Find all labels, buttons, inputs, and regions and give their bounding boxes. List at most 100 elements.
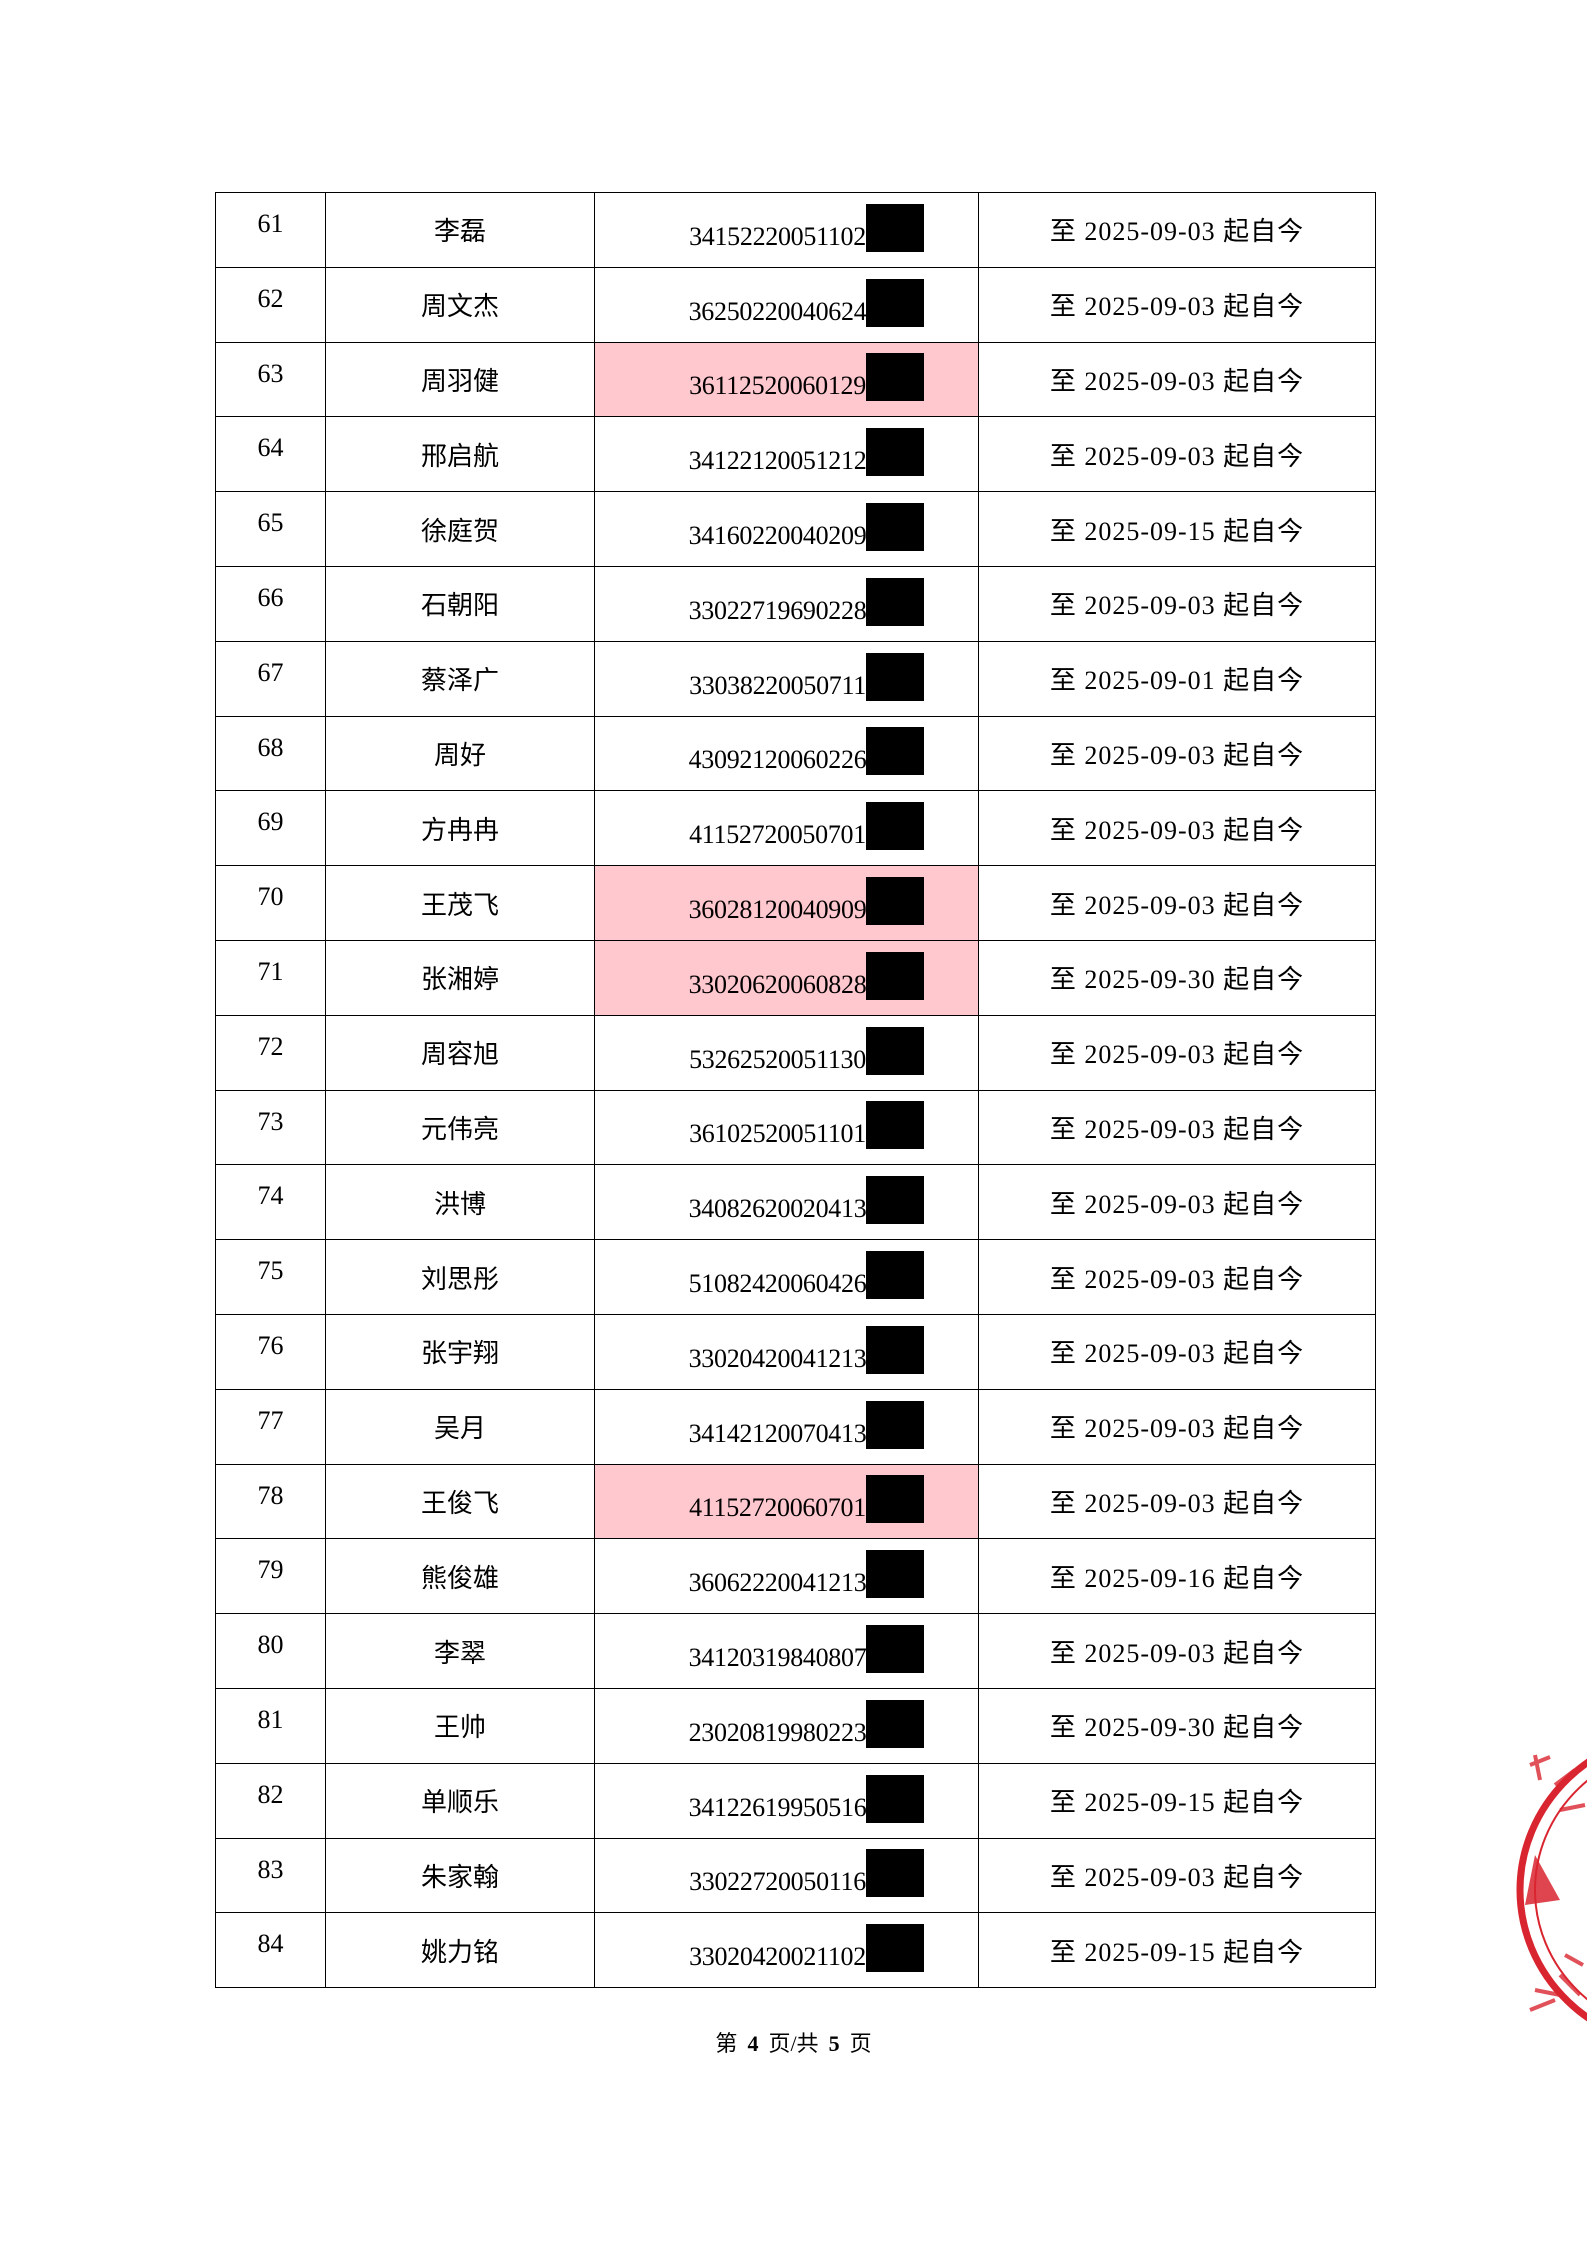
period-text: 至 2025-09-15 起自今	[1049, 1937, 1305, 1967]
period-cell: 至 2025-09-15 起自今	[978, 491, 1376, 567]
table-row: 65 徐庭贺 34160220040209 至 2025-09-15 起自今	[215, 491, 1376, 567]
id-number: 36112520060129	[689, 371, 866, 401]
footer-prefix: 第	[715, 2031, 738, 2056]
table-row: 67 蔡泽广 33038220050711 至 2025-09-01 起自今	[215, 640, 1376, 717]
redaction-box	[865, 802, 924, 851]
row-number: 63	[215, 341, 326, 418]
id-number: 36250220040624	[688, 296, 867, 326]
redaction-box	[865, 1924, 924, 1973]
page-footer: 第 4 页/共 5 页	[0, 2026, 1587, 2058]
id-number: 34082620020413	[688, 1194, 867, 1224]
id-number-cell: 33022719690228	[594, 565, 979, 642]
person-name: 周羽健	[325, 341, 595, 418]
period-cell: 至 2025-09-03 起自今	[978, 865, 1376, 941]
id-number-cell: 23020819980223	[594, 1687, 979, 1764]
row-number: 73	[215, 1089, 326, 1166]
row-number: 83	[215, 1837, 326, 1914]
row-number: 84	[215, 1912, 326, 1989]
person-name: 姚力铭	[325, 1912, 595, 1989]
row-number: 65	[215, 491, 326, 567]
redaction-box	[866, 1176, 925, 1225]
period-text: 至 2025-09-03 起自今	[1049, 1114, 1305, 1144]
period-text: 至 2025-09-03 起自今	[1049, 217, 1305, 247]
redaction-box	[865, 1101, 924, 1150]
id-number: 33022719690228	[688, 595, 867, 625]
person-name: 熊俊雄	[325, 1538, 595, 1615]
period-text: 至 2025-09-03 起自今	[1049, 1414, 1305, 1444]
period-text: 至 2025-09-03 起自今	[1049, 740, 1305, 770]
id-number: 34120319840807	[688, 1643, 867, 1673]
table-row: 83 朱家翰 33022720050116 至 2025-09-03 起自今	[215, 1837, 1376, 1914]
person-name: 刘思彤	[325, 1239, 595, 1315]
period-text: 至 2025-09-03 起自今	[1049, 890, 1305, 920]
id-number-cell: 34120319840807	[594, 1613, 979, 1689]
period-cell: 至 2025-09-30 起自今	[978, 1687, 1376, 1764]
footer-page-number: 4	[747, 2031, 759, 2056]
id-number: 33020420021102	[689, 1942, 866, 1972]
table-row: 74 洪博 34082620020413 至 2025-09-03 起自今	[215, 1164, 1376, 1241]
table-row: 72 周容旭 53262520051130 至 2025-09-03 起自今	[215, 1014, 1376, 1091]
row-number: 67	[215, 640, 326, 717]
id-number: 51082420060426	[688, 1269, 867, 1299]
row-number: 78	[215, 1463, 326, 1540]
period-cell: 至 2025-09-03 起自今	[978, 1164, 1376, 1241]
period-cell: 至 2025-09-03 起自今	[978, 1837, 1376, 1914]
id-number-cell: 34152220051102	[594, 192, 979, 268]
person-name: 方冉冉	[325, 790, 595, 867]
row-number: 77	[215, 1388, 326, 1465]
period-text: 至 2025-09-16 起自今	[1049, 1563, 1305, 1593]
period-text: 至 2025-09-03 起自今	[1049, 815, 1305, 845]
id-number: 34152220051102	[689, 221, 866, 251]
person-name: 周文杰	[325, 266, 595, 343]
period-cell: 至 2025-09-03 起自今	[978, 1388, 1376, 1465]
redaction-box	[865, 1026, 924, 1075]
table-row: 66 石朝阳 33022719690228 至 2025-09-03 起自今	[215, 565, 1376, 642]
table-row: 63 周羽健 36112520060129 至 2025-09-03 起自今	[215, 341, 1376, 418]
period-cell: 至 2025-09-03 起自今	[978, 1014, 1376, 1091]
period-cell: 至 2025-09-01 起自今	[978, 640, 1376, 717]
table-row: 62 周文杰 36250220040624 至 2025-09-03 起自今	[215, 266, 1376, 343]
table-row: 79 熊俊雄 36062220041213 至 2025-09-16 起自今	[215, 1538, 1376, 1615]
period-text: 至 2025-09-03 起自今	[1049, 1189, 1305, 1219]
id-number-cell: 41152720050701	[594, 790, 979, 867]
table-row: 61 李磊 34152220051102 至 2025-09-03 起自今	[215, 192, 1376, 268]
redaction-box	[866, 278, 925, 327]
row-number: 68	[215, 715, 326, 792]
person-name: 邢启航	[325, 416, 595, 493]
person-name: 元伟亮	[325, 1089, 595, 1166]
redaction-box	[865, 203, 924, 252]
row-number: 71	[215, 939, 326, 1016]
period-cell: 至 2025-09-03 起自今	[978, 1463, 1376, 1540]
official-seal	[1516, 1754, 1587, 2022]
period-text: 至 2025-09-30 起自今	[1049, 1713, 1305, 1743]
id-number: 23020819980223	[688, 1717, 867, 1747]
period-cell: 至 2025-09-03 起自今	[978, 1313, 1376, 1390]
id-number-cell: 36062220041213	[594, 1538, 979, 1615]
id-number-cell: 36112520060129	[594, 341, 979, 418]
id-number-cell: 33020420021102	[594, 1912, 979, 1989]
redaction-box	[866, 1774, 925, 1823]
table-row: 81 王帅 23020819980223 至 2025-09-30 起自今	[215, 1687, 1376, 1764]
period-text: 至 2025-09-03 起自今	[1049, 1339, 1305, 1369]
footer-middle: 页/共	[768, 2031, 819, 2056]
redaction-box	[866, 503, 925, 552]
period-cell: 至 2025-09-03 起自今	[978, 341, 1376, 418]
period-text: 至 2025-09-01 起自今	[1049, 666, 1305, 696]
row-number: 80	[215, 1613, 326, 1689]
person-name: 石朝阳	[325, 565, 595, 642]
id-number-cell: 51082420060426	[594, 1239, 979, 1315]
period-cell: 至 2025-09-03 起自今	[978, 790, 1376, 867]
period-cell: 至 2025-09-03 起自今	[978, 1613, 1376, 1689]
id-number: 36102520051101	[689, 1119, 866, 1149]
id-number-cell: 36028120040909	[594, 865, 979, 941]
period-cell: 至 2025-09-16 起自今	[978, 1538, 1376, 1615]
table-row: 77 吴月 34142120070413 至 2025-09-03 起自今	[215, 1388, 1376, 1465]
id-number-cell: 33020420041213	[594, 1313, 979, 1390]
period-text: 至 2025-09-03 起自今	[1049, 292, 1305, 322]
row-number: 66	[215, 565, 326, 642]
period-text: 至 2025-09-30 起自今	[1049, 965, 1305, 995]
table-row: 68 周好 43092120060226 至 2025-09-03 起自今	[215, 715, 1376, 792]
person-name: 徐庭贺	[325, 491, 595, 567]
period-cell: 至 2025-09-03 起自今	[978, 1239, 1376, 1315]
person-name: 单顺乐	[325, 1762, 595, 1839]
